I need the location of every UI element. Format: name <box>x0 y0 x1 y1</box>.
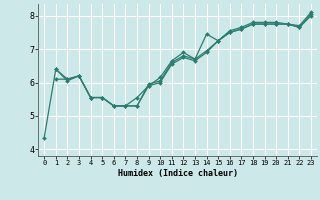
X-axis label: Humidex (Indice chaleur): Humidex (Indice chaleur) <box>118 169 238 178</box>
